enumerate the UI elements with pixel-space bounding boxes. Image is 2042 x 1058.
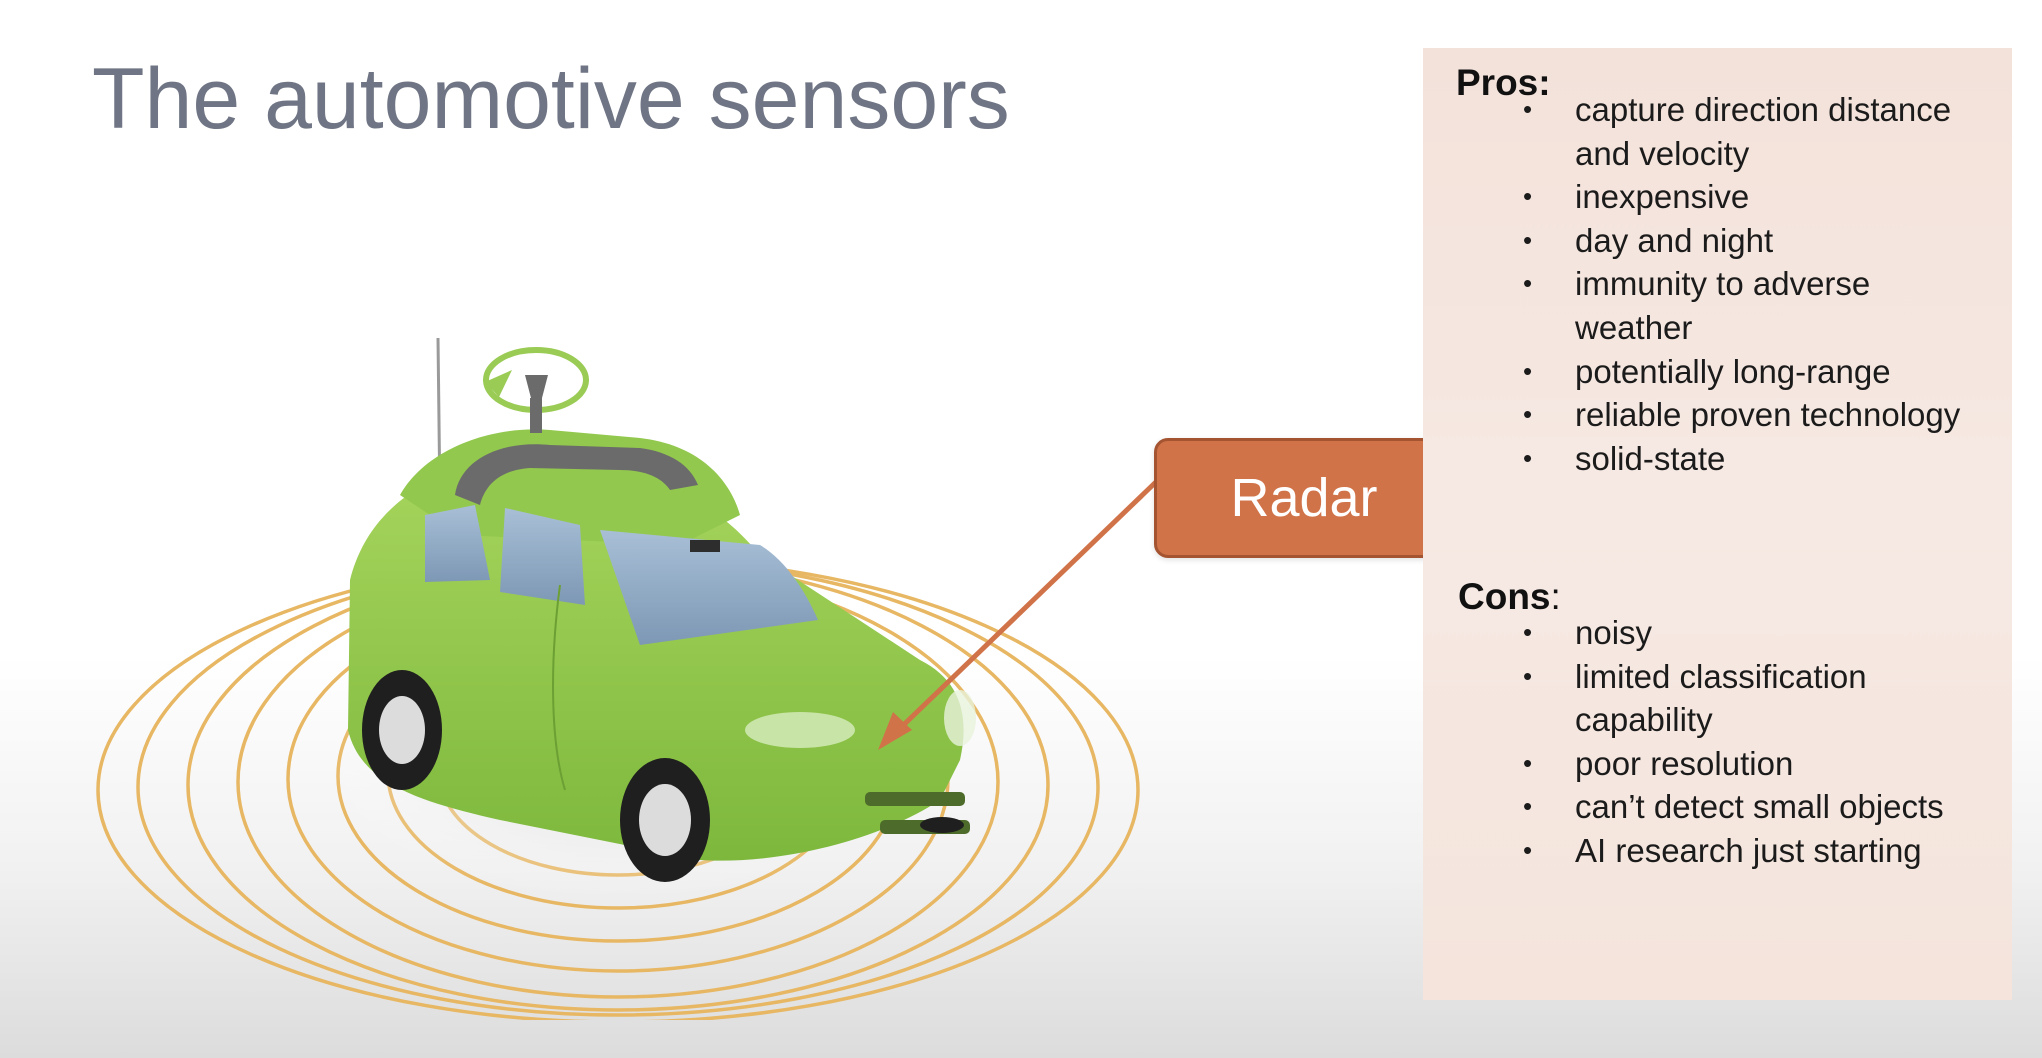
pros-list: capture direction distance and velocity … bbox=[1523, 88, 1993, 480]
list-item: potentially long-range bbox=[1523, 350, 1993, 394]
list-item: limited classification capability bbox=[1523, 655, 1993, 742]
list-item: inexpensive bbox=[1523, 175, 1993, 219]
list-item: AI research just starting bbox=[1523, 829, 1993, 873]
arrow-icon bbox=[878, 480, 1158, 750]
list-item: solid-state bbox=[1523, 437, 1993, 481]
list-item: day and night bbox=[1523, 219, 1993, 263]
list-item: poor resolution bbox=[1523, 742, 1993, 786]
cons-list: noisy limited classification capability … bbox=[1523, 611, 1993, 873]
list-item: noisy bbox=[1523, 611, 1993, 655]
pros-cons-panel: Pros: capture direction distance and vel… bbox=[1423, 48, 2012, 1000]
radar-label: Radar bbox=[1230, 467, 1377, 529]
list-item: immunity to adverse weather bbox=[1523, 262, 1993, 349]
list-item: can’t detect small objects bbox=[1523, 785, 1993, 829]
slide-title: The automotive sensors bbox=[92, 50, 1010, 149]
rotating-lidar-icon bbox=[485, 350, 586, 433]
list-item: capture direction distance and velocity bbox=[1523, 88, 1993, 175]
self-driving-car-icon bbox=[80, 320, 1240, 1020]
radar-label-box: Radar bbox=[1154, 438, 1454, 558]
list-item: reliable proven technology bbox=[1523, 393, 1993, 437]
